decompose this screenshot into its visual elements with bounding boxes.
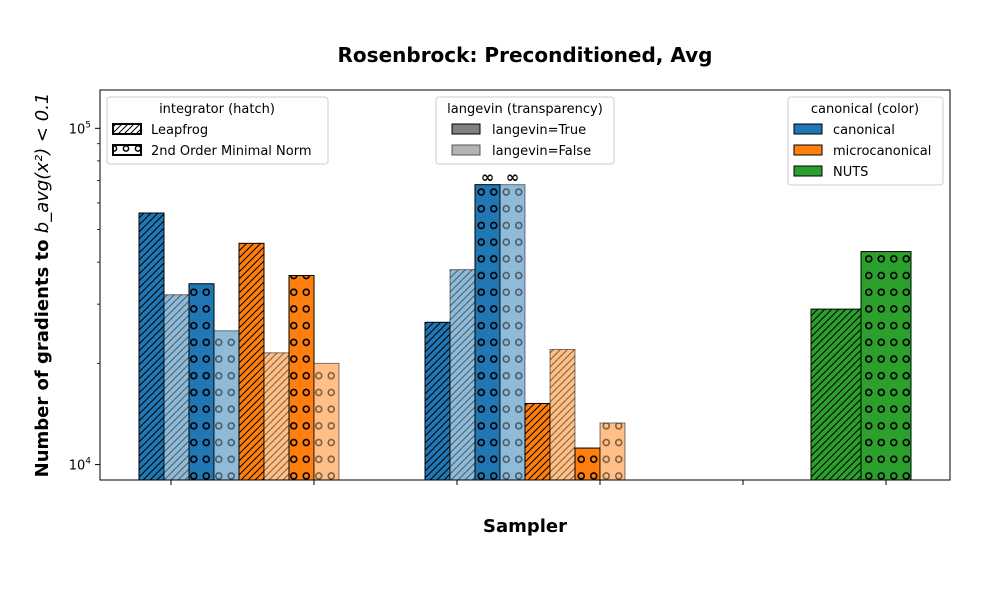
bar-hatch: [475, 184, 500, 480]
x-axis-label: Sampler: [483, 516, 567, 537]
legend-canonical: canonical (color) canonical microcanonic…: [787, 96, 944, 186]
bar-edge: [599, 422, 626, 480]
infinity-label: ∞: [481, 168, 494, 187]
bar-hatch: [575, 448, 600, 480]
bar-hatch: [214, 330, 239, 480]
legend-label-langevin-true: langevin=True: [492, 123, 586, 138]
y-tick-label: 104: [69, 457, 92, 474]
legend-integrator: integrator (hatch) Leapfrog 2nd Order Mi…: [106, 96, 329, 165]
legend-canonical-title: canonical (color): [811, 102, 919, 117]
legend-label-nuts: NUTS: [833, 165, 868, 180]
legend-swatch-langevin-true: [451, 123, 481, 135]
legend-label-minimal-norm: 2nd Order Minimal Norm: [151, 144, 311, 159]
bar-hatch: [600, 422, 625, 480]
legend-label-canonical: canonical: [833, 123, 895, 138]
bar-hatch: [525, 403, 550, 480]
legend-canonical-frame: [787, 96, 944, 186]
legend-swatch-microcanonical: [793, 144, 823, 156]
infinity-labels: ∞ ∞: [481, 168, 519, 187]
legend-label-langevin-false: langevin=False: [492, 144, 591, 159]
y-axis-label-text: Number of gradients to: [32, 233, 53, 477]
bar-hatch: [500, 184, 525, 480]
bar-hatch: [550, 349, 575, 480]
bar-hatch: [861, 251, 911, 480]
bar-hatch: [164, 294, 189, 480]
bar-hatch: [811, 309, 861, 480]
bar-hatch: [264, 352, 289, 480]
plot-frame: [99, 89, 951, 481]
bar-hatch: [189, 283, 214, 480]
y-tick-label: 105: [69, 120, 91, 137]
legend-label-microcanonical: microcanonical: [833, 144, 931, 159]
legend-integrator-frame: [106, 96, 329, 165]
bar-layer: [138, 184, 912, 480]
bar-hatch: [239, 243, 264, 480]
legend-swatch-leapfrog: [112, 123, 142, 135]
x-ticks: [170, 480, 887, 485]
bar-edge: [549, 348, 576, 480]
bar-hatch: [450, 269, 475, 480]
bar-edge: [499, 184, 526, 480]
legend-langevin: langevin (transparency) langevin=True la…: [435, 96, 615, 165]
chart-title: Rosenbrock: Preconditioned, Avg: [338, 43, 713, 67]
legend-integrator-title: integrator (hatch): [159, 102, 275, 117]
bar-hatch: [314, 363, 339, 480]
y-axis-label-math: b_avg(x²) < 0.1: [32, 93, 53, 234]
bar-edge: [313, 362, 340, 480]
legend-label-leapfrog: Leapfrog: [151, 123, 208, 138]
legend-swatch-langevin-false: [451, 144, 481, 156]
bar-hatch: [289, 275, 314, 480]
legend-langevin-title: langevin (transparency): [447, 102, 603, 117]
legend-swatch-minimal-norm: [112, 144, 142, 156]
y-ticks: 104 105: [69, 120, 100, 474]
bar-edge: [860, 251, 912, 480]
legend-swatch-canonical: [793, 123, 823, 135]
infinity-label: ∞: [506, 168, 519, 187]
y-axis-label: Number of gradients to b_avg(x²) < 0.1: [32, 93, 53, 478]
bar-hatch: [139, 213, 164, 480]
legend-swatch-nuts: [793, 165, 823, 177]
bar-hatch: [425, 322, 450, 480]
